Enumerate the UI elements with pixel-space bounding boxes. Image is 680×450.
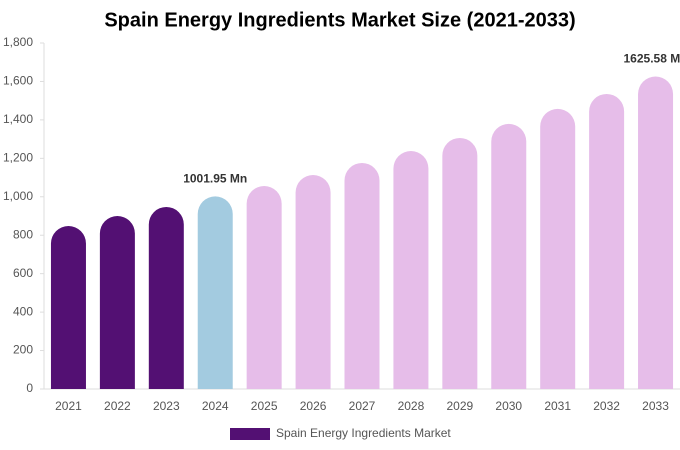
bar [442,137,478,389]
legend: Spain Energy Ingredients Market [230,426,451,440]
y-tick-label: 1,800 [3,35,33,49]
y-tick-label: 0 [26,381,33,395]
y-tick-label: 1,000 [3,189,33,203]
x-tick-label: 2032 [593,399,620,413]
bar [295,175,331,389]
bar [540,108,576,390]
bar [589,93,625,389]
data-label: 1625.58 Mn [624,52,680,66]
legend-swatch [230,428,270,440]
y-tick-label: 600 [13,266,33,280]
y-tick-label: 800 [13,227,33,241]
y-tick-label: 200 [13,343,33,357]
x-tick-label: 2024 [202,399,229,413]
legend-label: Spain Energy Ingredients Market [276,426,451,440]
bar [393,151,429,389]
bar [638,76,674,389]
x-tick-label: 2022 [104,399,131,413]
x-tick-label: 2027 [349,399,376,413]
x-tick-label: 2030 [495,399,522,413]
x-tick-label: 2026 [300,399,327,413]
x-tick-label: 2031 [544,399,571,413]
x-tick-label: 2023 [153,399,180,413]
y-tick-label: 1,200 [3,151,33,165]
y-tick-label: 1,600 [3,74,33,88]
x-tick-label: 2025 [251,399,278,413]
bar [246,186,282,389]
data-label: 1001.95 Mn [183,172,247,186]
x-tick-label: 2033 [642,399,669,413]
bar [344,162,380,389]
bar [148,206,184,389]
chart-title: Spain Energy Ingredients Market Size (20… [104,9,575,31]
y-tick-label: 1,400 [3,112,33,126]
x-tick-label: 2021 [55,399,82,413]
bar [197,196,233,389]
bar [99,216,135,389]
x-tick-label: 2029 [446,399,473,413]
bar [50,225,86,389]
bar [491,123,527,390]
y-tick-label: 400 [13,304,33,318]
x-tick-label: 2028 [398,399,425,413]
